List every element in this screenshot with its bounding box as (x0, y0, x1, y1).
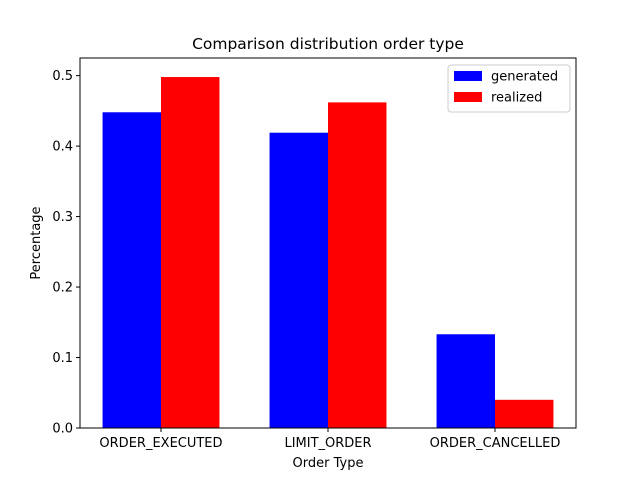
bars-group (102, 77, 554, 429)
y-tick-label: 0.0 (52, 422, 73, 437)
y-axis-label: Percentage (29, 206, 44, 279)
y-tick-label: 0.5 (52, 69, 73, 84)
bar-realized-2 (495, 399, 554, 428)
y-tick-label: 0.2 (52, 281, 73, 296)
chart-title: Comparison distribution order type (192, 35, 464, 53)
x-axis-ticks: ORDER_EXECUTED LIMIT_ORDER ORDER_CANCELLED (99, 428, 560, 451)
bar-generated-2 (436, 334, 495, 428)
y-tick-label: 0.3 (52, 210, 73, 225)
bar-generated-1 (269, 132, 328, 428)
x-axis-label: Order Type (293, 456, 364, 471)
bar-generated-0 (102, 112, 161, 429)
legend: generated realized (447, 64, 571, 113)
x-tick-label: ORDER_CANCELLED (430, 436, 561, 451)
legend-label-generated: generated (491, 70, 558, 85)
y-tick-label: 0.4 (52, 140, 73, 155)
x-tick-label: ORDER_EXECUTED (99, 436, 222, 451)
legend-swatch-generated (454, 71, 482, 81)
y-tick-label: 0.1 (52, 351, 73, 366)
y-axis-ticks: 0.0 0.1 0.2 0.3 0.4 0.5 (52, 69, 80, 437)
legend-label-realized: realized (491, 91, 542, 106)
x-tick-label: LIMIT_ORDER (284, 436, 371, 451)
bar-realized-1 (328, 102, 387, 429)
legend-swatch-realized (454, 92, 482, 102)
bar-realized-0 (161, 77, 220, 428)
